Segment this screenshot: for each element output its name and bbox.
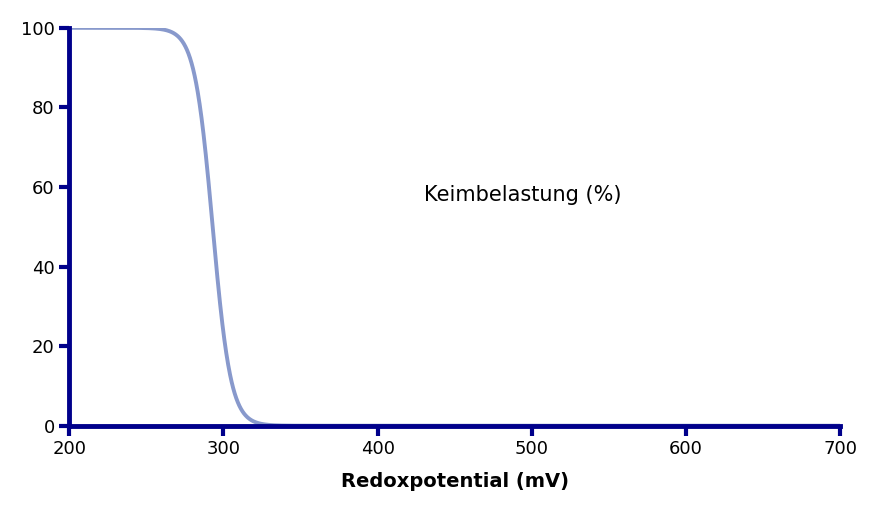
Text: Keimbelastung (%): Keimbelastung (%) — [424, 185, 621, 205]
X-axis label: Redoxpotential (mV): Redoxpotential (mV) — [340, 472, 568, 491]
